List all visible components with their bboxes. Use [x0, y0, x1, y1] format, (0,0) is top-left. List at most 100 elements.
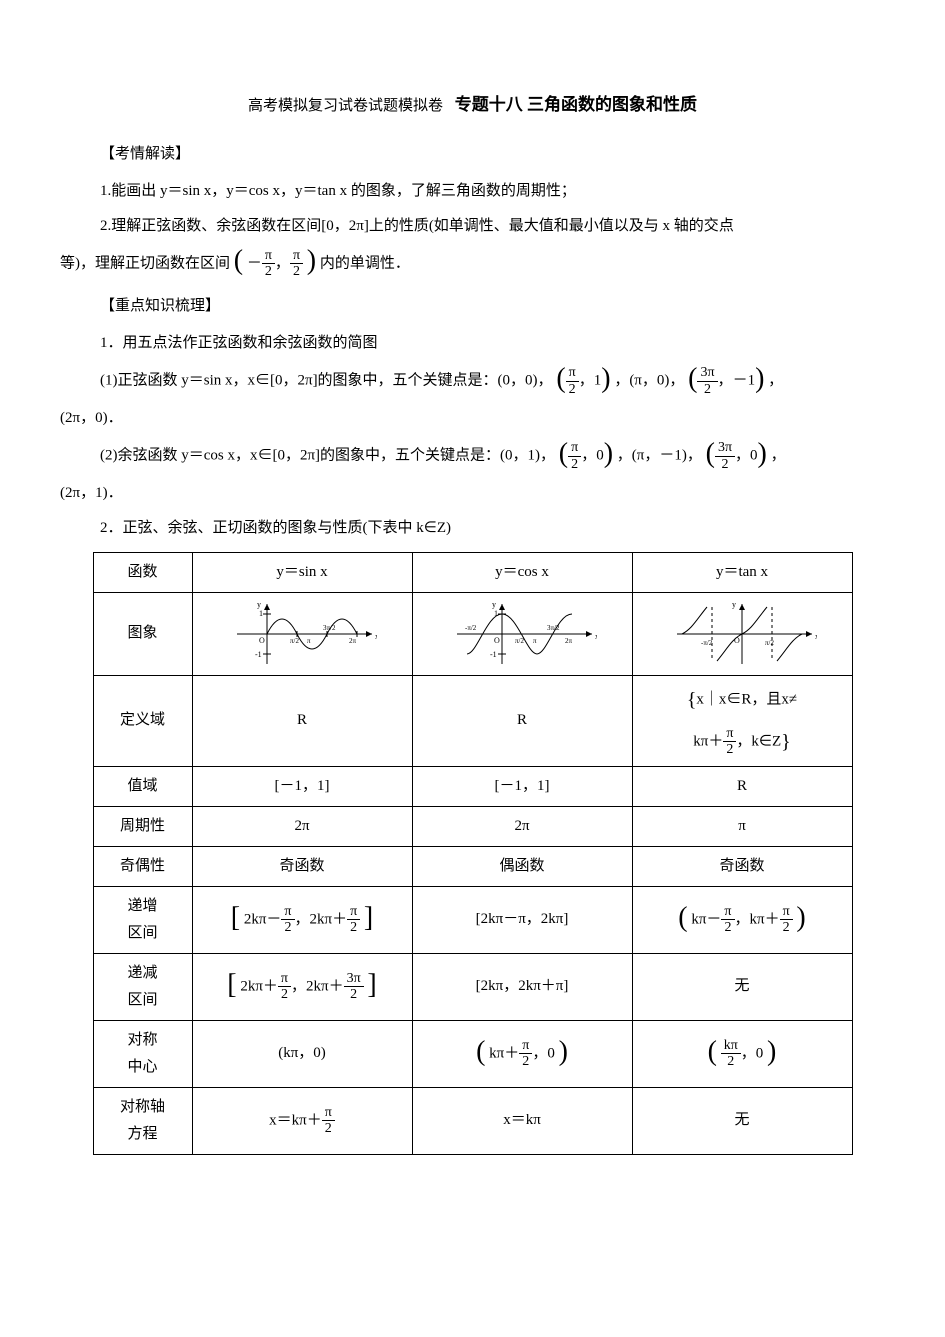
comma: ， — [718, 373, 733, 389]
svg-text:π/2: π/2 — [290, 637, 299, 645]
row-label-graph: 图象 — [93, 592, 192, 675]
row-label-parity: 奇偶性 — [93, 846, 192, 886]
svg-text:3π/2: 3π/2 — [547, 624, 560, 632]
frac: π2 — [566, 365, 579, 397]
row-label-dec: 递减区间 — [93, 953, 192, 1020]
point-1-heading: 1．用五点法作正弦函数和余弦函数的简图 — [100, 330, 885, 357]
table-row-header: 函数 y＝sin x y＝cos x y＝tan x — [93, 552, 852, 592]
range-cos: [－1，1] — [412, 766, 632, 806]
domain-tan-l1: x｜x∈R，且x≠ — [696, 691, 797, 707]
svg-text:-π/2: -π/2 — [701, 639, 713, 647]
axis-cos: x＝kπ — [412, 1087, 632, 1154]
svg-text:y: y — [257, 600, 261, 609]
row-label-range: 值域 — [93, 766, 192, 806]
table-row-graph: 图象 x y O 1 -1 π/2 3π/2 π 2π — [93, 592, 852, 675]
row-label-inc: 递增区间 — [93, 886, 192, 953]
frac: π2 — [723, 726, 736, 758]
dec-tan: 无 — [632, 953, 852, 1020]
lparen-icon: ( — [678, 902, 687, 933]
sin-graph-icon: x y O 1 -1 π/2 3π/2 π 2π — [227, 599, 377, 669]
rparen-icon: ) — [604, 438, 613, 469]
range-tan: R — [632, 766, 852, 806]
bullet-2-mid-a: 等)，理解正切函数在区间 — [60, 255, 230, 271]
table-row-domain: 定义域 R R {x｜x∈R，且x≠ kπ＋π2，k∈Z} — [93, 675, 852, 766]
frac: π2 — [519, 1038, 532, 1070]
svg-text:y: y — [732, 600, 736, 609]
th-cos: y＝cos x — [412, 552, 632, 592]
lbrack-icon: [ — [227, 969, 236, 1000]
svg-text:x: x — [815, 632, 817, 641]
cos5-pre: (2)余弦函数 y＝cos x，x∈[0，2π]的图象中，五个关键点是：(0，1… — [100, 447, 555, 463]
lparen-icon: ( — [234, 245, 243, 276]
table-row-axis: 对称轴方程 x＝kπ＋π2 x＝kπ 无 — [93, 1087, 852, 1154]
lparen-icon: ( — [559, 438, 568, 469]
row-label-axis: 对称轴方程 — [93, 1087, 192, 1154]
range-sin: [－1，1] — [192, 766, 412, 806]
point-2-heading: 2．正弦、余弦、正切函数的图象与性质(下表中 k∈Z) — [100, 515, 885, 542]
comma: ， — [275, 255, 290, 271]
dec-sin: [ 2kπ＋π2，2kπ＋3π2 ] — [192, 953, 412, 1020]
domain-tan-l2a: kπ＋ — [693, 733, 723, 749]
frac: π2 — [322, 1105, 335, 1137]
center-tan: ( kπ2，0 ) — [632, 1020, 852, 1087]
table-row-decreasing: 递减区间 [ 2kπ＋π2，2kπ＋3π2 ] [2kπ，2kπ＋π] 无 — [93, 953, 852, 1020]
txt: x＝kπ＋ — [269, 1112, 322, 1128]
lparen-icon: ( — [688, 363, 697, 394]
row-label-domain: 定义域 — [93, 675, 192, 766]
frac: π2 — [281, 904, 294, 936]
svg-text:-1: -1 — [490, 650, 497, 659]
txt: kπ＋ — [489, 1045, 519, 1061]
inc-cos: [2kπ－π，2kπ] — [412, 886, 632, 953]
sin5-p3: ，(π，0)， — [614, 373, 684, 389]
bullet-1: 1.能画出 y＝sin x，y＝cos x，y＝tan x 的图象，了解三角函数… — [100, 178, 885, 205]
rparen-icon: ) — [767, 1036, 776, 1067]
inc-tan: ( kπ－π2，kπ＋π2 ) — [632, 886, 852, 953]
comma: ， — [581, 447, 596, 463]
axis-tan: 无 — [632, 1087, 852, 1154]
trig-properties-table: 函数 y＝sin x y＝cos x y＝tan x 图象 x y O 1 -1… — [93, 552, 853, 1155]
frac: kπ2 — [721, 1038, 741, 1070]
table-row-center: 对称中心 (kπ，0) ( kπ＋π2，0 ) ( kπ2，0 ) — [93, 1020, 852, 1087]
val: －1 — [733, 373, 756, 389]
frac: π2 — [568, 440, 581, 472]
svg-text:x: x — [595, 632, 597, 641]
lparen-icon: ( — [556, 363, 565, 394]
tan-graph-icon: x y O -π/2 π/2 — [667, 599, 817, 669]
txt: ，2kπ＋ — [295, 911, 348, 927]
svg-text:O: O — [259, 636, 265, 645]
cos-5pts-line2: (2π，1)． — [60, 480, 885, 507]
parity-sin: 奇函数 — [192, 846, 412, 886]
table-row-parity: 奇偶性 奇函数 偶函数 奇函数 — [93, 846, 852, 886]
svg-text:2π: 2π — [565, 637, 573, 645]
domain-tan: {x｜x∈R，且x≠ kπ＋π2，k∈Z} — [632, 675, 852, 766]
cos-5pts-line1: (2)余弦函数 y＝cos x，x∈[0，2π]的图象中，五个关键点是：(0，1… — [100, 440, 885, 472]
sin5-tail: ， — [768, 373, 783, 389]
row-label-period: 周期性 — [93, 806, 192, 846]
bullet-2-mid-b: 内的单调性． — [320, 255, 410, 271]
rparen-icon: ) — [307, 245, 316, 276]
inc-sin: [ 2kπ－π2，2kπ＋π2 ] — [192, 886, 412, 953]
neg-sign: － — [247, 255, 262, 271]
svg-text:x: x — [375, 632, 377, 641]
graph-sin: x y O 1 -1 π/2 3π/2 π 2π — [192, 592, 412, 675]
th-tan: y＝tan x — [632, 552, 852, 592]
parity-tan: 奇函数 — [632, 846, 852, 886]
table-row-increasing: 递增区间 [ 2kπ－π2，2kπ＋π2 ] [2kπ－π，2kπ] ( kπ－… — [93, 886, 852, 953]
axis-sin: x＝kπ＋π2 — [192, 1087, 412, 1154]
rbrace-icon: } — [781, 731, 791, 753]
rparen-icon: ) — [559, 1036, 568, 1067]
comma: ， — [579, 373, 594, 389]
period-cos: 2π — [412, 806, 632, 846]
svg-text:π/2: π/2 — [765, 639, 774, 647]
graph-cos: x y O 1 -1 π/2 3π/2 π 2π -π/2 — [412, 592, 632, 675]
frac: π2 — [347, 904, 360, 936]
svg-text:-π/2: -π/2 — [465, 624, 477, 632]
lbrace-icon: { — [687, 689, 697, 711]
svg-text:3π/2: 3π/2 — [323, 624, 336, 632]
bullet-2-line2: 等)，理解正切函数在区间 ( －π2，π2 ) 内的单调性． — [60, 248, 885, 280]
txt: 2kπ－ — [244, 911, 282, 927]
sin5-pre: (1)正弦函数 y＝sin x，x∈[0，2π]的图象中，五个关键点是：(0，0… — [100, 373, 553, 389]
th-sin: y＝sin x — [192, 552, 412, 592]
txt: 2kπ＋ — [240, 978, 278, 994]
svg-text:y: y — [492, 600, 496, 609]
